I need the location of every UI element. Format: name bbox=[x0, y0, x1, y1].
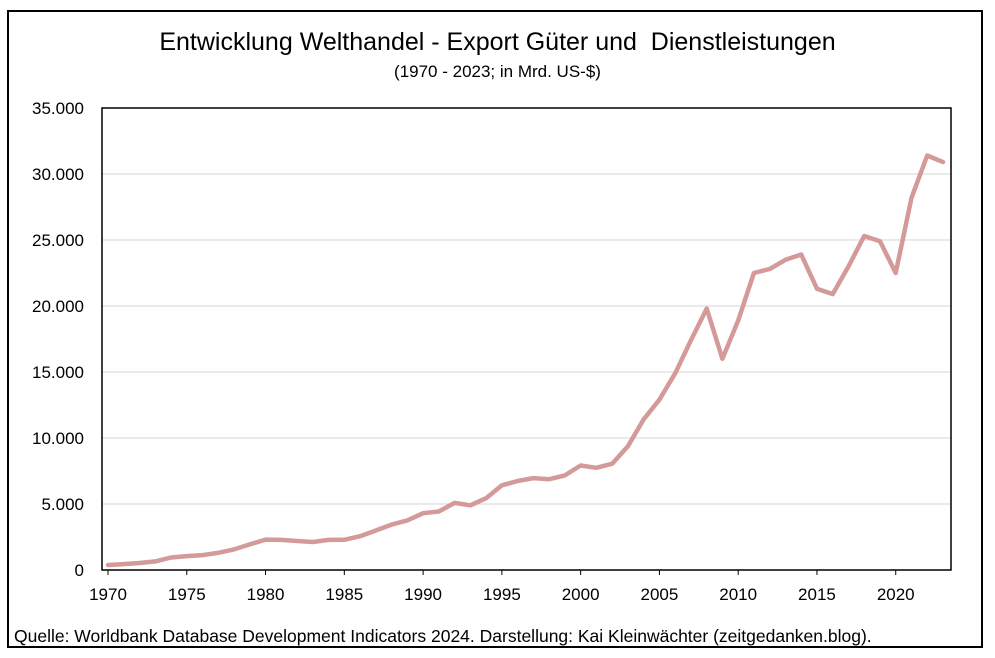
y-tick-label: 0 bbox=[75, 561, 84, 580]
source-note: Quelle: Worldbank Database Development I… bbox=[14, 626, 872, 646]
data-point-2021 bbox=[909, 196, 914, 200]
data-point-1987 bbox=[374, 528, 378, 533]
y-tick-label: 20.000 bbox=[32, 297, 84, 316]
data-point-1998 bbox=[547, 477, 551, 482]
x-tick-label: 1975 bbox=[168, 585, 206, 604]
data-point-1995 bbox=[500, 483, 504, 488]
y-tick-label: 30.000 bbox=[32, 165, 84, 184]
data-point-1977 bbox=[216, 551, 221, 555]
y-tick-label: 15.000 bbox=[32, 363, 84, 382]
data-point-2003 bbox=[626, 444, 630, 449]
data-point-1991 bbox=[437, 509, 441, 514]
data-point-1972 bbox=[137, 561, 142, 565]
data-point-1974 bbox=[169, 555, 173, 560]
y-tick-label: 10.000 bbox=[32, 429, 84, 448]
y-tick-label: 25.000 bbox=[32, 231, 84, 250]
data-point-1986 bbox=[358, 534, 362, 538]
data-point-1989 bbox=[405, 518, 410, 523]
data-point-2023 bbox=[941, 160, 945, 164]
chart-title: Entwicklung Welthandel - Export Güter un… bbox=[159, 28, 836, 56]
data-point-2006 bbox=[673, 371, 677, 376]
plot-area-border bbox=[101, 107, 952, 571]
x-axis-ticks: 1970 1975 1980 1985 1990 1995 2000 2005 2010 2015… bbox=[89, 570, 915, 604]
data-point-2007 bbox=[689, 338, 693, 343]
x-tick-label: 1985 bbox=[325, 585, 363, 604]
data-point-2001 bbox=[594, 466, 599, 470]
data-point-2008 bbox=[704, 306, 709, 311]
data-point-2020 bbox=[893, 271, 898, 275]
y-axis-ticks: 0 5.000 10.000 15.000 20.000 25.000 30.000 35.0… bbox=[32, 99, 84, 580]
x-tick-label: 1980 bbox=[247, 585, 285, 604]
data-point-2002 bbox=[610, 461, 614, 466]
data-point-2019 bbox=[878, 239, 882, 244]
x-tick-label: 2005 bbox=[641, 585, 679, 604]
x-tick-label: 2010 bbox=[719, 585, 757, 604]
data-point-1997 bbox=[531, 476, 536, 480]
gridlines bbox=[102, 173, 951, 505]
x-tick-label: 1995 bbox=[483, 585, 521, 604]
data-point-1988 bbox=[389, 522, 394, 527]
data-point-1975 bbox=[185, 554, 189, 558]
data-point-1970 bbox=[106, 563, 110, 567]
data-point-2014 bbox=[799, 252, 803, 257]
data-point-1990 bbox=[421, 511, 425, 515]
data-point-1984 bbox=[326, 538, 331, 542]
data-point-2011 bbox=[752, 271, 756, 275]
y-tick-label: 5.000 bbox=[41, 495, 84, 514]
data-point-1976 bbox=[200, 553, 205, 557]
x-tick-label: 1970 bbox=[89, 585, 127, 604]
y-tick-label: 35.000 bbox=[32, 99, 84, 118]
data-point-1996 bbox=[515, 479, 520, 483]
data-point-2013 bbox=[783, 258, 788, 262]
x-tick-label: 1990 bbox=[404, 585, 442, 604]
data-point-1979 bbox=[248, 542, 252, 547]
data-point-1982 bbox=[295, 539, 299, 543]
data-point-2004 bbox=[641, 417, 646, 422]
data-point-2000 bbox=[578, 463, 583, 468]
x-tick-label: 2020 bbox=[877, 585, 915, 604]
data-point-1992 bbox=[452, 501, 457, 505]
data-point-2018 bbox=[862, 234, 866, 238]
data-point-1981 bbox=[279, 538, 284, 542]
chart-subtitle: (1970 - 2023; in Mrd. US-$) bbox=[394, 62, 601, 81]
data-point-2010 bbox=[736, 318, 740, 323]
data-point-1999 bbox=[563, 473, 567, 478]
x-tick-label: 2015 bbox=[798, 585, 836, 604]
data-point-2015 bbox=[815, 287, 819, 291]
series-line bbox=[105, 153, 946, 568]
data-point-1973 bbox=[153, 559, 158, 564]
data-point-1980 bbox=[263, 537, 268, 542]
x-tick-label: 2000 bbox=[562, 585, 600, 604]
chart-frame bbox=[7, 10, 983, 648]
data-point-1985 bbox=[342, 538, 347, 542]
data-point-1994 bbox=[484, 496, 488, 501]
data-point-2022 bbox=[925, 153, 929, 158]
data-point-1971 bbox=[122, 562, 126, 566]
data-point-2016 bbox=[830, 292, 835, 296]
data-point-2017 bbox=[846, 264, 851, 269]
data-point-1978 bbox=[232, 547, 236, 552]
data-point-1983 bbox=[311, 540, 315, 544]
series-layer bbox=[105, 153, 946, 568]
data-point-2009 bbox=[720, 357, 725, 361]
data-point-2012 bbox=[767, 267, 772, 271]
data-point-2005 bbox=[657, 397, 662, 402]
data-point-1993 bbox=[468, 503, 473, 508]
